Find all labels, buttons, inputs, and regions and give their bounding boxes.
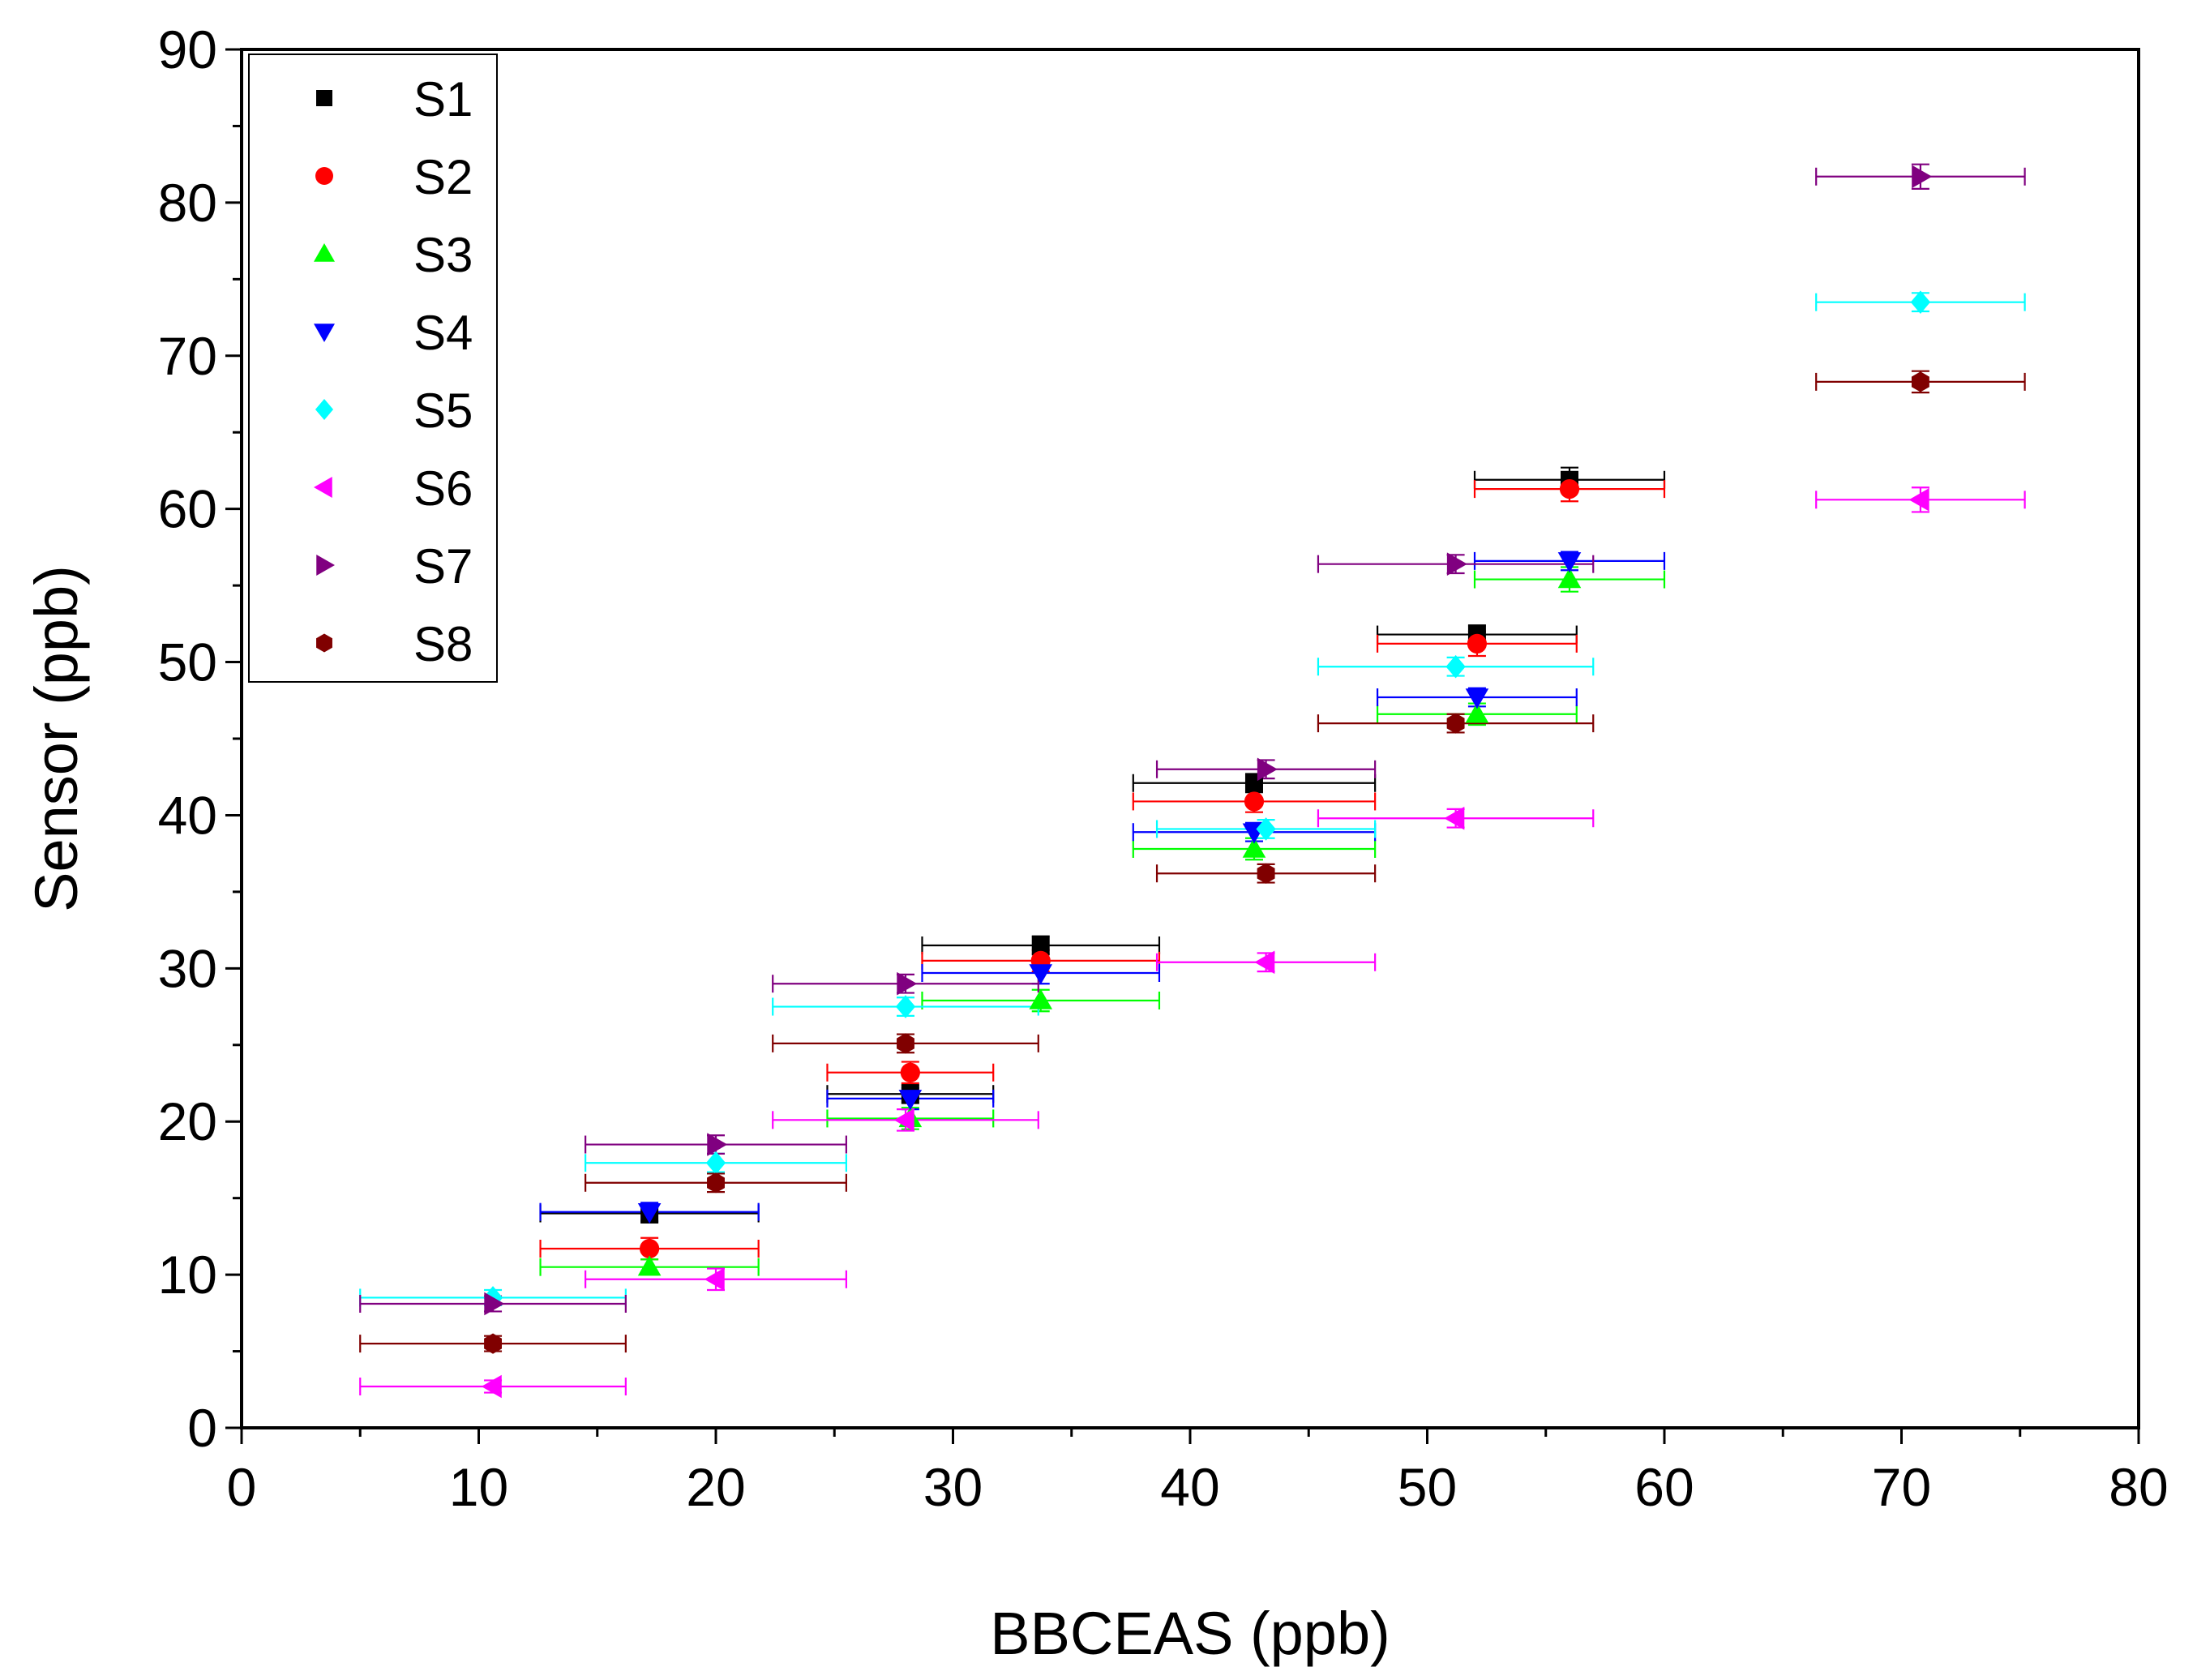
legend-label-s4: S4 (413, 306, 473, 360)
y-tick-label: 40 (158, 785, 217, 845)
legend-marker-s3 (314, 243, 335, 262)
legend: S1 S2 S3 S4 S5 S6 S7 S8 (248, 54, 498, 683)
x-tick-label: 20 (686, 1457, 745, 1517)
x-axis-title: BBCEAS (ppb) (990, 1600, 1390, 1667)
y-tick-label: 60 (158, 479, 217, 539)
data-point-s6 (893, 1108, 914, 1132)
y-tick-label: 90 (158, 19, 217, 79)
data-point-s4 (1029, 964, 1053, 985)
data-point-s8 (1446, 713, 1465, 734)
data-point-s8 (484, 1333, 503, 1354)
x-tick-label: 80 (2109, 1457, 2168, 1517)
data-point-s6 (704, 1267, 725, 1292)
data-point-s2 (900, 1062, 920, 1082)
legend-marker-s8 (316, 633, 332, 653)
legend-marker-s5 (315, 399, 334, 420)
data-point-s3 (1242, 837, 1266, 858)
data-point-s5 (1256, 817, 1276, 841)
x-tick-label: 0 (227, 1457, 257, 1517)
x-tick-label: 50 (1398, 1457, 1457, 1517)
data-point-s3 (1465, 702, 1489, 723)
legend-marker-s7 (316, 555, 335, 576)
x-tick-label: 60 (1634, 1457, 1694, 1517)
data-point-s3 (1029, 988, 1053, 1009)
y-axis-title: Sensor (ppb) (23, 565, 90, 912)
data-point-s6 (1254, 950, 1275, 975)
x-tick-label: 30 (923, 1457, 983, 1517)
data-point-s7 (1446, 552, 1467, 576)
y-tick-label: 50 (158, 632, 217, 692)
y-tick-label: 10 (158, 1245, 217, 1305)
data-point-s1 (1031, 936, 1050, 954)
data-point-s6 (481, 1374, 502, 1399)
legend-label-s7: S7 (413, 539, 473, 594)
data-point-s5 (895, 995, 916, 1018)
data-point-s5 (705, 1151, 726, 1175)
x-tick-label: 70 (1872, 1457, 1931, 1517)
legend-label-s5: S5 (413, 384, 473, 438)
data-point-s4 (1465, 688, 1489, 709)
data-point-s5 (1445, 654, 1466, 679)
data-point-s5 (1910, 290, 1931, 314)
y-tick-label: 30 (158, 938, 217, 998)
y-tick-label: 0 (187, 1398, 217, 1458)
legend-box (248, 54, 498, 683)
data-point-s4 (1557, 552, 1582, 573)
legend-label-s8: S8 (413, 617, 473, 671)
x-tick-label: 10 (449, 1457, 508, 1517)
plot-frame (240, 48, 2140, 1429)
legend-label-s2: S2 (413, 150, 473, 204)
legend-label-s3: S3 (413, 228, 473, 282)
data-point-s8 (897, 1033, 914, 1054)
y-tick-label: 80 (158, 173, 217, 233)
legend-marker-s2 (315, 167, 333, 185)
data-point-s3 (637, 1255, 662, 1276)
legend-label-s6: S6 (413, 461, 473, 516)
data-point-s2 (1467, 633, 1488, 654)
data-point-s8 (1911, 371, 1929, 392)
data-point-s7 (484, 1292, 505, 1316)
legend-marker-s4 (314, 324, 335, 342)
data-point-s7 (1912, 165, 1933, 189)
data-point-s3 (1557, 568, 1582, 589)
data-point-s2 (1559, 479, 1580, 499)
data-point-s2 (1244, 791, 1265, 812)
data-point-s2 (640, 1238, 660, 1259)
legend-marker-s6 (314, 477, 332, 498)
y-tick-label: 70 (158, 326, 217, 386)
axes: 0 10 20 30 40 50 60 70 80 0 10 20 30 40 50 60 70 80 90 (158, 19, 2169, 1517)
data-point-s7 (707, 1133, 728, 1156)
data-point-s7 (897, 971, 918, 996)
data-markers (481, 165, 1933, 1399)
data-point-s8 (707, 1172, 725, 1194)
data-point-s6 (1444, 806, 1465, 830)
x-tick-label: 40 (1160, 1457, 1219, 1517)
data-point-s8 (1257, 863, 1275, 884)
data-point-s4 (637, 1202, 662, 1224)
data-point-s4 (898, 1090, 923, 1111)
data-point-s6 (1908, 488, 1929, 512)
legend-label-s1: S1 (413, 72, 473, 126)
error-bars (359, 163, 2026, 1395)
legend-marker-s1 (316, 90, 332, 106)
data-point-s7 (1257, 757, 1278, 782)
y-tick-label: 20 (158, 1091, 217, 1151)
